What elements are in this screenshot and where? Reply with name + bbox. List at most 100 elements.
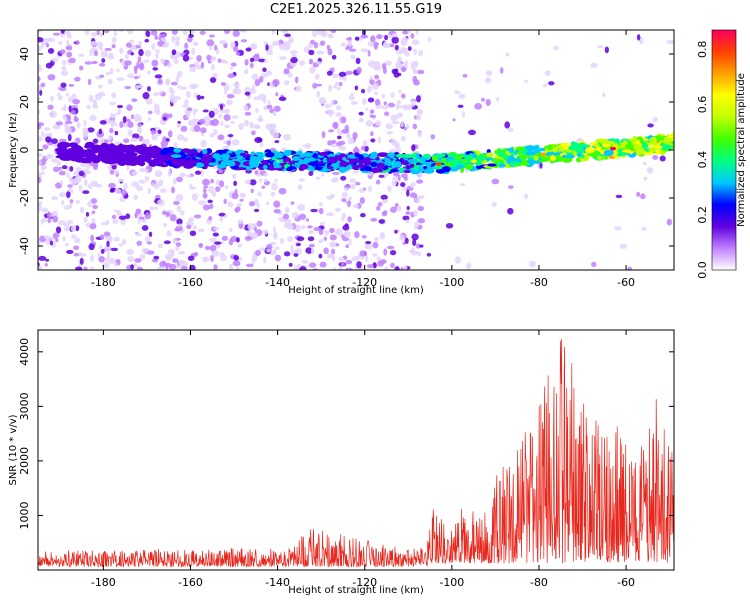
spectrogram-signal-blob (145, 154, 152, 159)
spectrogram-noise-blob (138, 135, 144, 142)
spectrogram-noise-blob (615, 194, 623, 199)
spectrogram-y-axis-label: Frequency (Hz) (8, 112, 19, 188)
snr-y-tick-label: 3000 (18, 392, 31, 420)
spectrogram-noise-blob (169, 89, 176, 94)
spectrogram-noise-blob (209, 77, 217, 83)
spectrogram-noise-blob (151, 43, 156, 50)
spectrogram-noise-blob (273, 200, 281, 208)
spectrogram-noise-blob (332, 73, 339, 79)
spectrogram-noise-blob (360, 34, 369, 39)
spectrogram-noise-blob (404, 237, 409, 244)
spectrogram-noise-blob (349, 92, 355, 96)
spectrogram-noise-blob (263, 41, 269, 46)
spectrogram-signal-blob (603, 155, 609, 160)
spectrogram-signal-blob (596, 155, 603, 160)
spectrogram-noise-blob (192, 225, 197, 230)
spectrogram-noise-blob (171, 30, 178, 35)
spectrogram-noise-blob (243, 105, 249, 112)
spectrogram-noise-blob (49, 240, 54, 246)
spectrogram-noise-blob (38, 30, 42, 33)
spectrogram-signal-blob (570, 141, 576, 147)
spectrogram-noise-blob (342, 76, 347, 82)
spectrogram-signal-blob (450, 164, 458, 168)
spectrogram-noise-blob (62, 59, 67, 66)
spectrogram-noise-blob (590, 62, 598, 68)
spectrogram-noise-blob (244, 68, 249, 75)
spectrogram-noise-blob (239, 257, 243, 261)
spectrogram-noise-blob (47, 104, 54, 110)
spectrogram-noise-blob (180, 265, 188, 270)
spectrogram-noise-blob (326, 212, 334, 217)
spectrogram-noise-blob (197, 228, 205, 233)
spectrogram-noise-blob (109, 127, 114, 134)
spectrogram-noise-blob (250, 232, 259, 239)
spectrogram-noise-blob (395, 147, 402, 154)
spectrogram-noise-blob (343, 230, 351, 238)
spectrogram-noise-blob (76, 175, 82, 183)
spectrogram-noise-blob (137, 116, 142, 122)
spectrogram-y-ticks: -40 -20 0 20 40 (18, 47, 674, 255)
spectrogram-noise-blob (127, 129, 133, 136)
spectrogram-noise-blob (315, 176, 321, 180)
spectrogram-noise-blob (548, 81, 555, 86)
colorbar-tick-label: 0.2 (696, 206, 709, 224)
spectrogram-signal-blob (561, 157, 573, 163)
spectrogram-noise-blob (474, 103, 483, 110)
spectrogram-noise-blob (50, 95, 54, 102)
spectrogram-noise-blob (126, 30, 134, 35)
spectrogram-noise-blob (270, 191, 276, 197)
spectrogram-noise-blob (377, 136, 382, 144)
spectrogram-noise-blob (228, 227, 233, 233)
spectrogram-noise-blob (193, 62, 200, 67)
spectrogram-noise-blob (151, 134, 158, 141)
spectrogram-noise-blob (223, 108, 231, 114)
spectrogram-noise-blob (298, 60, 305, 66)
spectrogram-noise-blob (614, 226, 622, 231)
spectrogram-noise-blob (212, 232, 219, 237)
spectrogram-noise-blob (384, 266, 389, 270)
spectrogram-signal-blob (663, 145, 669, 150)
spectrogram-noise-blob (372, 253, 378, 257)
spectrogram-noise-blob (466, 262, 472, 270)
spectrogram-noise-blob (104, 236, 113, 241)
spectrogram-noise-blob (137, 218, 141, 224)
spectrogram-noise-blob (172, 177, 177, 185)
spectrogram-noise-blob (68, 176, 74, 183)
spectrogram-signal-blob (610, 142, 619, 149)
spectrogram-noise-blob (147, 70, 151, 75)
spectrogram-noise-blob (401, 93, 406, 99)
spectrogram-noise-blob (121, 238, 127, 245)
spectrogram-noise-blob (111, 36, 117, 44)
spectrogram-noise-blob (219, 180, 225, 188)
spectrogram-noise-blob (90, 234, 95, 242)
colorbar-tick-label: 0.4 (696, 151, 709, 169)
spectrogram-noise-blob (189, 122, 197, 126)
spectrogram-noise-blob (159, 261, 166, 268)
spectrogram-noise-blob (389, 250, 397, 256)
spectrogram-noise-blob (88, 94, 94, 103)
spectrogram-noise-blob (455, 256, 461, 264)
spectrogram-noise-blob (348, 196, 353, 201)
spectrogram-noise-blob (219, 103, 224, 111)
spectrogram-noise-blob (272, 40, 280, 47)
spectrogram-noise-blob (329, 227, 335, 234)
spectrogram-noise-blob (308, 58, 314, 65)
spectrogram-noise-blob (113, 209, 120, 213)
spectrogram-noise-blob (122, 116, 127, 124)
spectrogram-noise-blob (236, 202, 243, 207)
spectrogram-noise-blob (297, 204, 306, 211)
spectrogram-noise-blob (93, 50, 99, 57)
spectrogram-noise-blob (553, 45, 560, 51)
spectrogram-noise-blob (217, 58, 222, 63)
spectrogram-noise-blob (262, 96, 267, 104)
spectrogram-noise-blob (234, 207, 240, 213)
spectrogram-noise-blob (253, 96, 261, 101)
spectrogram-noise-blob (175, 36, 181, 42)
spectrogram-noise-blob (352, 204, 359, 209)
spectrogram-noise-blob (238, 122, 244, 131)
spectrogram-noise-blob (404, 51, 410, 57)
spectrogram-noise-blob (331, 144, 338, 148)
spectrogram-noise-blob (99, 234, 105, 240)
spectrogram-noise-blob (89, 223, 97, 230)
spectrogram-noise-blob (45, 258, 50, 262)
